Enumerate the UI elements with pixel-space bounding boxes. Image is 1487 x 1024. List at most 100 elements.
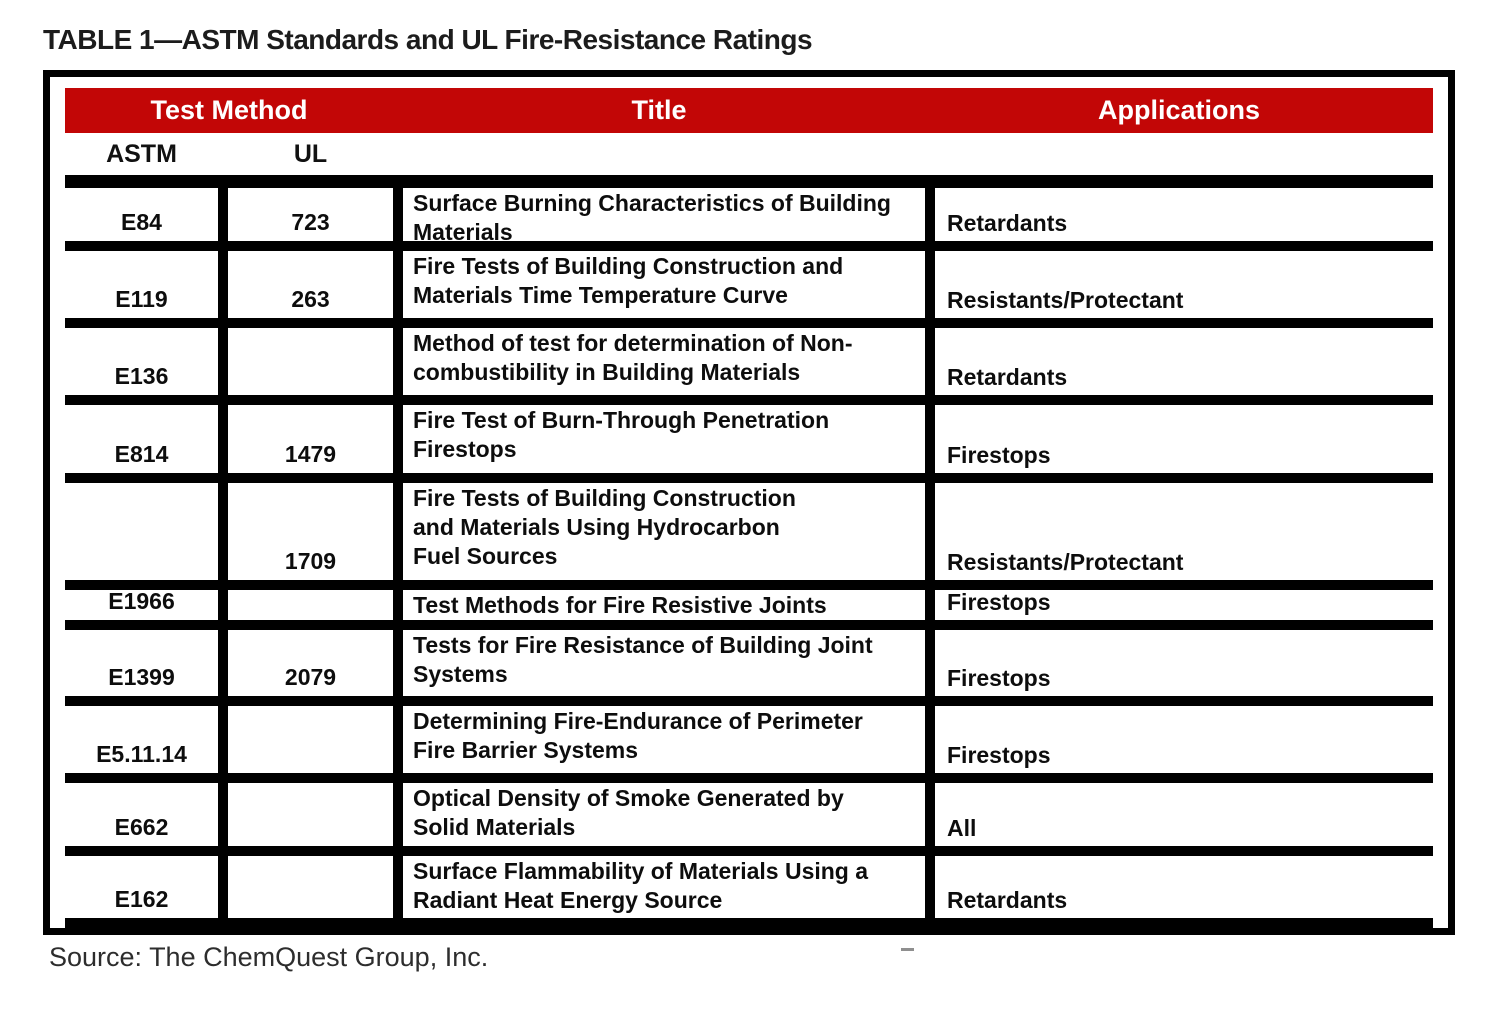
application-cell: Resistants/Protectant [947,549,1184,575]
application-cell: Firestops [947,742,1051,768]
title-line: Method of test for determination of Non- [413,330,853,356]
source-caption: Source: The ChemQuest Group, Inc. [49,942,489,972]
column-divider [218,405,228,473]
table-subheader-row: ASTM UL [65,133,1433,175]
application-cell: Retardants [947,887,1068,913]
title-line: Surface Burning Characteristics of Build… [413,190,891,216]
ul-cell [228,856,393,918]
column-divider [925,251,935,318]
table-header-row: Test Method Title Applications [65,88,1433,133]
table-row: 1709 Fire Tests of Building Construction a… [65,483,1433,590]
column-divider [393,630,403,696]
title-line: Materials Time Temperature Curve [413,282,788,308]
title-cell: Fire Test of Burn-Through Penetration Fir… [403,405,925,473]
title-cell: Tests for Fire Resistance of Building Jo… [403,630,925,696]
title-cell: Fire Tests of Building Construction and M… [403,251,925,318]
header-title: Title [631,95,687,125]
ul-cell: 1709 [284,548,337,574]
title-cell: Fire Tests of Building Construction and M… [403,483,925,580]
title-line: Fuel Sources [413,543,558,569]
title-line: Fire Test of Burn-Through Penetration [413,407,830,433]
column-divider [393,405,403,473]
title-cell: Method of test for determination of Non-… [403,328,925,395]
astm-cell: E1399 [108,664,175,690]
column-divider [218,590,228,620]
astm-cell: E662 [114,814,169,840]
subheader-astm: ASTM [106,139,177,168]
astm-cell: E84 [121,209,162,235]
title-line: Fire Tests of Building Construction [413,485,796,511]
column-divider [925,188,935,241]
title-line: Optical Density of Smoke Generated by [413,785,844,811]
ul-cell: 723 [291,209,330,235]
table-row: E662 Optical Density of Smoke Generated b… [65,783,1433,856]
column-divider [218,856,228,918]
column-divider [218,328,228,395]
astm-cell: E814 [114,441,169,467]
column-divider [925,328,935,395]
header-test-method: Test Method [150,95,308,125]
title-cell: Test Methods for Fire Resistive Joints [403,590,925,620]
column-divider [393,188,403,241]
title-line: Solid Materials [413,814,576,840]
stray-mark [901,948,914,951]
astm-cell: E1966 [108,588,175,614]
table-row: E1399 2079 Tests for Fire Resistance of Bu… [65,630,1433,706]
table-row: E136 Method of test for determination of … [65,328,1433,405]
title-cell: Determining Fire-Endurance of Perimeter F… [403,706,925,773]
page-title: TABLE 1—ASTM Standards and UL Fire-Resis… [43,24,813,55]
application-cell: Retardants [947,364,1068,390]
column-divider [393,856,403,918]
title-line: and Materials Using Hydrocarbon [413,514,780,540]
application-cell: All [947,815,977,841]
column-divider [218,783,228,846]
subheader-ul: UL [293,139,328,168]
application-cell: Firestops [947,589,1051,615]
ul-cell [228,328,393,395]
application-cell: Resistants/Protectant [947,287,1184,313]
title-line: Materials [413,219,513,245]
column-divider [218,630,228,696]
ul-cell [228,706,393,773]
title-line: combustibility in Building Materials [413,359,801,385]
table-row: E5.11.14 Determining Fire-Endurance of Pe… [65,706,1433,783]
header-applications: Applications [1097,95,1260,125]
table-row: E1966 Test Methods for Fire Resistive Joi… [65,588,1433,630]
title-line: Tests for Fire Resistance of Building Jo… [413,632,873,658]
column-divider [393,483,403,580]
column-divider [218,251,228,318]
column-divider [393,251,403,318]
astm-cell: E136 [114,363,169,389]
title-line: Radiant Heat Energy Source [413,887,723,913]
column-divider [925,706,935,773]
column-divider [218,188,228,241]
astm-cell: E119 [115,286,168,312]
astm-cell: E5.11.14 [96,741,187,767]
ul-cell: 263 [291,286,330,312]
ul-cell [228,590,393,620]
column-divider [925,630,935,696]
table-row: E162 Surface Flammability of Materials Us… [65,856,1433,928]
ul-cell [228,783,393,846]
application-cell: Firestops [947,442,1051,468]
title-cell: Surface Flammability of Materials Using … [403,856,925,918]
table-row: E814 1479 Fire Test of Burn-Through Penetr… [65,405,1433,483]
column-divider [925,405,935,473]
ul-cell: 2079 [284,664,337,690]
column-divider [925,590,935,620]
astm-cell: E162 [114,886,169,912]
ul-cell: 1479 [284,441,337,467]
column-divider [218,483,228,580]
table-body: E84 723 Surface Burning Characteristics of… [65,188,1433,928]
title-line: Determining Fire-Endurance of Perimeter [413,708,863,734]
header-divider-bar [65,175,1433,188]
table-outer-box: Test Method Title Applications ASTM UL E… [43,70,1455,935]
title-line: Fire Tests of Building Construction and [413,253,844,279]
column-divider [218,706,228,773]
astm-cell [65,483,218,580]
column-divider [393,783,403,846]
column-divider [925,856,935,918]
column-divider [393,590,403,620]
application-cell: Firestops [947,665,1051,691]
column-divider [393,706,403,773]
